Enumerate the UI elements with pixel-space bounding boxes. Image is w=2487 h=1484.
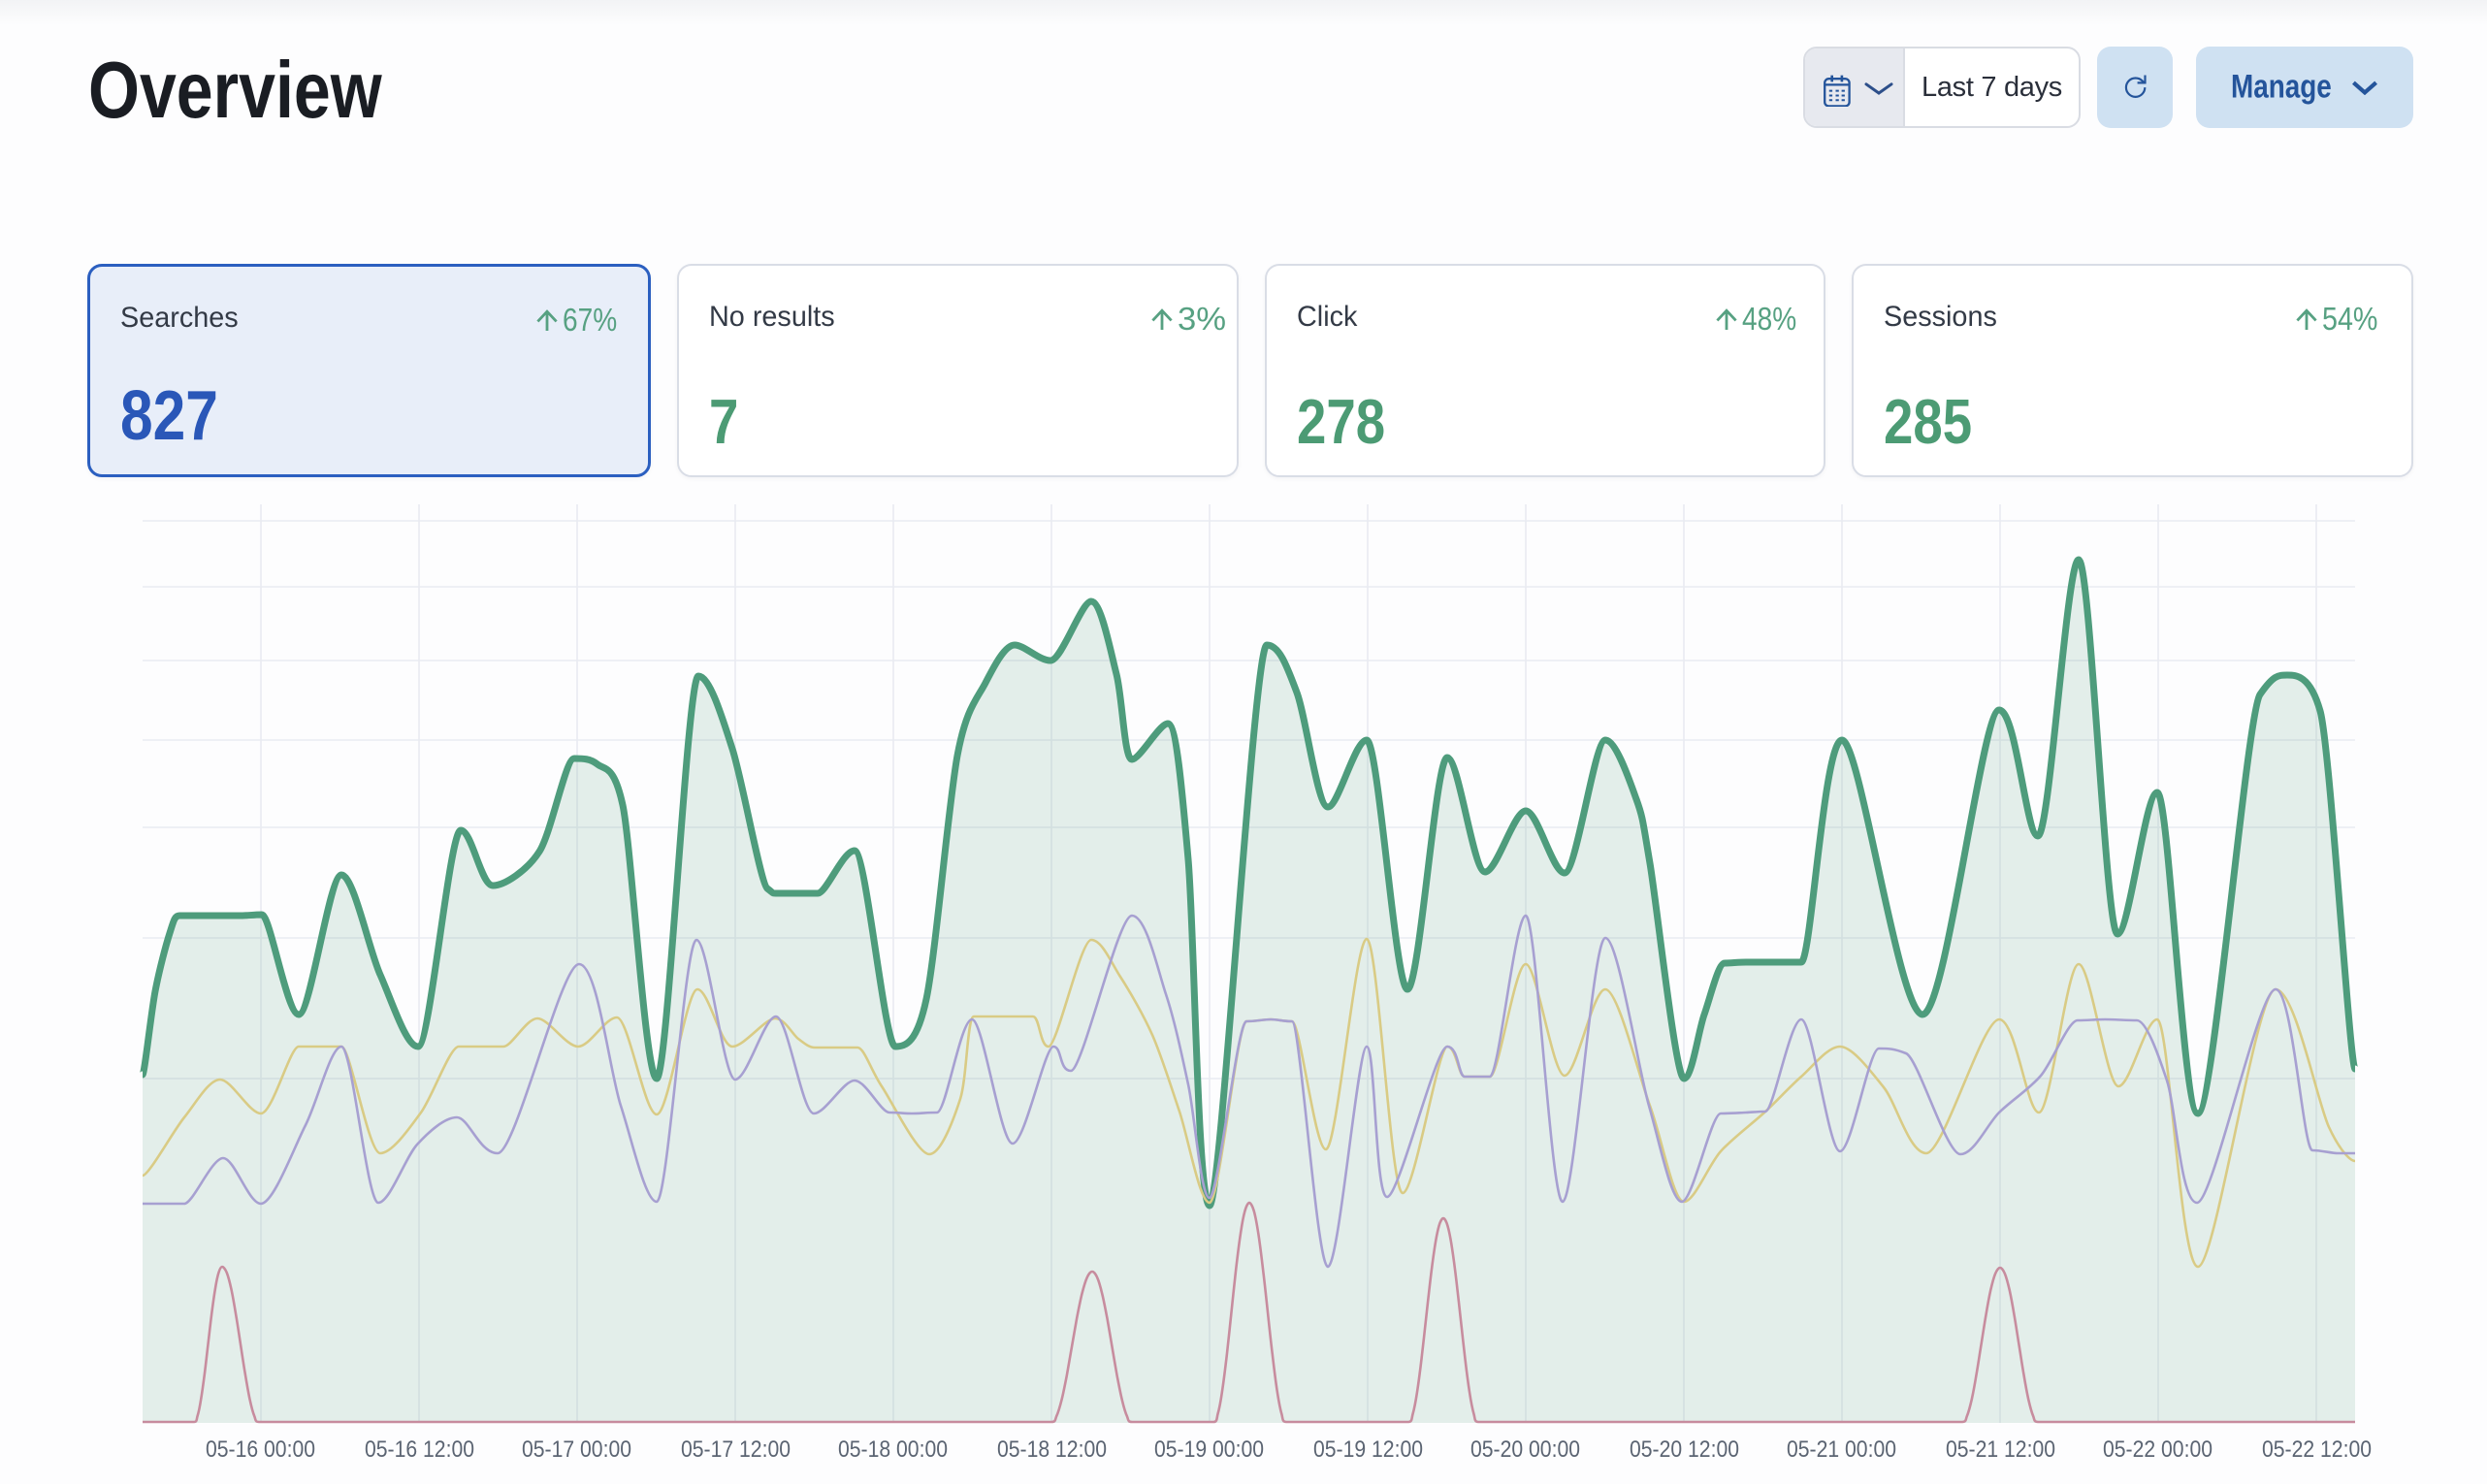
svg-text:05-16 00:00: 05-16 00:00 <box>206 1436 315 1463</box>
svg-text:05-18 12:00: 05-18 12:00 <box>997 1436 1107 1463</box>
svg-text:05-20 12:00: 05-20 12:00 <box>1630 1436 1739 1463</box>
svg-text:05-18 00:00: 05-18 00:00 <box>838 1436 948 1463</box>
svg-text:05-16 12:00: 05-16 12:00 <box>365 1436 474 1463</box>
svg-text:05-20 00:00: 05-20 00:00 <box>1470 1436 1580 1463</box>
svg-text:05-19 12:00: 05-19 12:00 <box>1313 1436 1423 1463</box>
svg-text:05-19 00:00: 05-19 00:00 <box>1154 1436 1264 1463</box>
svg-text:05-21 12:00: 05-21 12:00 <box>1946 1436 2055 1463</box>
svg-text:05-17 00:00: 05-17 00:00 <box>522 1436 631 1463</box>
svg-text:05-22 12:00: 05-22 12:00 <box>2262 1436 2372 1463</box>
svg-text:05-21 00:00: 05-21 00:00 <box>1787 1436 1896 1463</box>
svg-text:05-22 00:00: 05-22 00:00 <box>2103 1436 2212 1463</box>
svg-text:05-17 12:00: 05-17 12:00 <box>681 1436 791 1463</box>
